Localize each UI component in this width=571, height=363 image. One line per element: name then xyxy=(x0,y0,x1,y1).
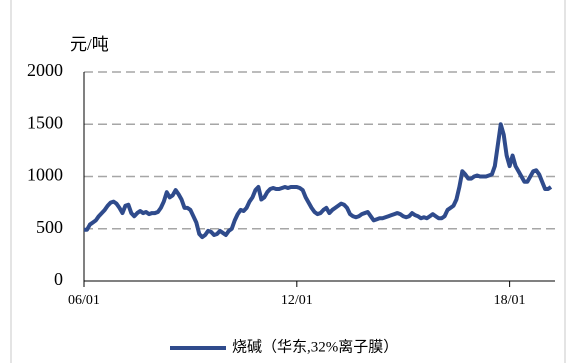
legend-label: 烧碱（华东,32%离子膜） xyxy=(232,338,398,355)
x-tick-label: 18/01 xyxy=(494,293,526,308)
x-tick-label: 06/01 xyxy=(68,293,100,308)
y-tick-label: 1500 xyxy=(27,112,63,132)
y-tick-label: 1000 xyxy=(27,165,63,185)
data-line xyxy=(84,122,553,240)
y-tick-label: 500 xyxy=(36,217,63,237)
y-tick-label: 2000 xyxy=(27,60,63,80)
y-tick-label: 0 xyxy=(54,269,63,289)
y-axis-unit: 元/吨 xyxy=(70,35,109,54)
x-tick-label: 12/01 xyxy=(281,293,313,308)
